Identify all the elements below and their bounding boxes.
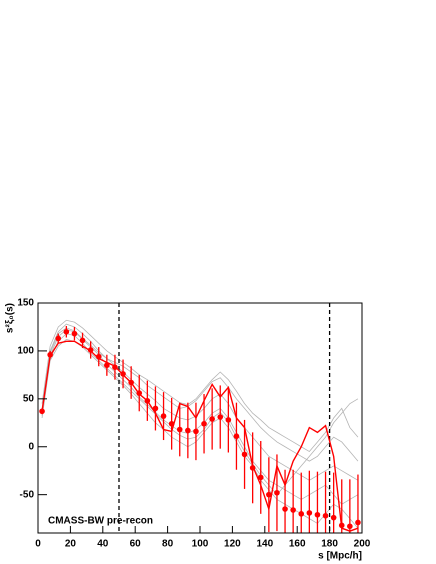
x-axis-label: s [Mpc/h]	[318, 551, 362, 562]
data-point	[201, 420, 207, 427]
x-tick-label: 20	[65, 539, 77, 550]
x-tick-label: 60	[130, 539, 142, 550]
data-point	[95, 353, 102, 360]
data-point	[104, 362, 110, 369]
x-tick-label: 120	[224, 539, 241, 550]
annotation: CMASS-BW pre-recon	[48, 516, 153, 527]
y-tick-label: 150	[17, 298, 34, 309]
x-tick-label: 0	[35, 539, 41, 550]
data-point	[257, 474, 264, 481]
mock-line	[41, 329, 359, 505]
x-tick-label: 160	[289, 539, 306, 550]
mock-line	[41, 338, 359, 529]
y-tick-label: 100	[17, 346, 34, 357]
data-point	[152, 405, 159, 412]
data-point	[112, 364, 118, 371]
mock-line	[41, 333, 359, 496]
data-point	[144, 397, 151, 404]
data-point	[330, 514, 337, 521]
data-point	[314, 511, 321, 518]
y-tick-label: -50	[20, 489, 35, 500]
data-point	[71, 330, 78, 337]
data-point	[322, 512, 329, 519]
data-point	[347, 523, 353, 530]
x-tick-label: 40	[97, 539, 109, 550]
data-point	[233, 433, 240, 440]
data-point	[168, 420, 175, 427]
data-point	[290, 507, 296, 513]
model-line	[41, 340, 359, 532]
data-point	[47, 351, 53, 358]
mock-line	[41, 327, 359, 462]
y-tick-label: 0	[28, 441, 34, 452]
data-point	[249, 465, 256, 471]
data-point	[55, 335, 62, 342]
data-point	[63, 328, 70, 335]
data-point	[241, 451, 248, 458]
data-point	[306, 510, 313, 516]
y-tick-label: 50	[23, 393, 35, 404]
data-point	[209, 416, 215, 422]
plot-area	[39, 303, 361, 533]
data-point	[266, 491, 272, 498]
data-point	[120, 371, 126, 377]
data-point	[282, 506, 288, 512]
data-point	[87, 347, 94, 353]
data-point	[355, 519, 361, 526]
data-point	[217, 414, 224, 420]
x-tick-label: 140	[256, 539, 273, 550]
data-point	[79, 337, 86, 344]
mock-line	[41, 319, 359, 453]
y-axis-label: s²ξ₀(s)	[5, 303, 16, 333]
data-point	[176, 426, 183, 433]
data-point	[338, 522, 345, 529]
data-point	[185, 427, 191, 434]
data-point	[274, 489, 280, 496]
data-point	[39, 408, 45, 415]
data-point	[128, 379, 134, 386]
x-tick-label: 80	[162, 539, 174, 550]
x-tick-label: 100	[192, 539, 209, 550]
data-point	[160, 413, 167, 419]
data-point	[193, 428, 199, 435]
mock-line	[41, 323, 359, 481]
x-tick-label: 180	[321, 539, 338, 550]
x-tick-label: 200	[354, 539, 371, 550]
data-point	[225, 417, 232, 423]
data-point	[298, 511, 305, 517]
data-point	[136, 390, 143, 396]
